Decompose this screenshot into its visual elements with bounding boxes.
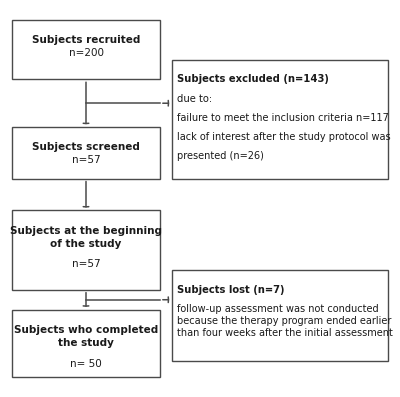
FancyBboxPatch shape <box>172 60 388 179</box>
Text: Subjects who completed: Subjects who completed <box>14 325 158 335</box>
Text: failure to meet the inclusion criteria n=117: failure to meet the inclusion criteria n… <box>177 113 389 123</box>
Text: n=57: n=57 <box>72 260 100 270</box>
Text: Subjects excluded (n=143): Subjects excluded (n=143) <box>177 74 329 84</box>
Text: Subjects screened: Subjects screened <box>32 142 140 152</box>
Text: follow-up assessment was not conducted: follow-up assessment was not conducted <box>177 304 379 314</box>
Text: n=200: n=200 <box>68 48 104 58</box>
Text: n= 50: n= 50 <box>70 359 102 369</box>
FancyBboxPatch shape <box>12 310 160 377</box>
Text: Subjects at the beginning: Subjects at the beginning <box>10 225 162 235</box>
Text: because the therapy program ended earlier: because the therapy program ended earlie… <box>177 316 392 326</box>
Text: Subjects recruited: Subjects recruited <box>32 35 140 45</box>
FancyBboxPatch shape <box>12 210 160 290</box>
Text: presented (n=26): presented (n=26) <box>177 151 264 161</box>
Text: lack of interest after the study protocol was: lack of interest after the study protoco… <box>177 132 391 142</box>
FancyBboxPatch shape <box>12 20 160 79</box>
FancyBboxPatch shape <box>12 127 160 179</box>
Text: than four weeks after the initial assessment: than four weeks after the initial assess… <box>177 328 393 338</box>
Text: n=57: n=57 <box>72 155 100 165</box>
Text: of the study: of the study <box>50 239 122 249</box>
FancyBboxPatch shape <box>172 270 388 361</box>
Text: due to:: due to: <box>177 94 212 104</box>
Text: the study: the study <box>58 338 114 348</box>
Text: Subjects lost (n=7): Subjects lost (n=7) <box>177 285 285 295</box>
